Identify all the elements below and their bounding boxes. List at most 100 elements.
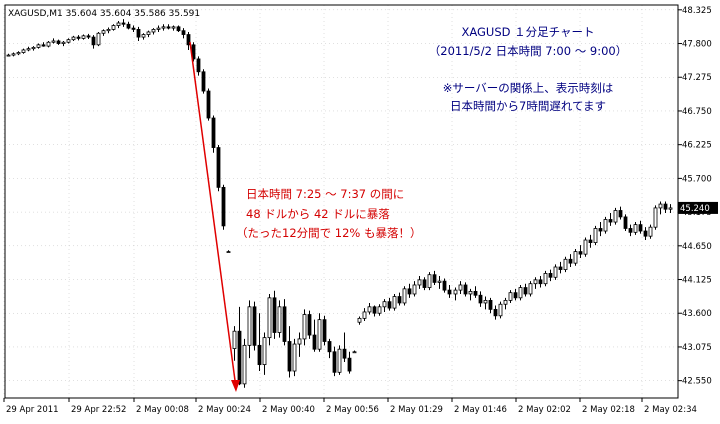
candle-body-down <box>442 280 447 291</box>
candle <box>523 283 528 297</box>
candle-body-down <box>608 219 613 223</box>
candle <box>613 207 618 225</box>
candle-body-up <box>36 44 41 48</box>
candle <box>106 27 111 34</box>
candle <box>397 292 402 306</box>
candle-body-down <box>41 44 46 47</box>
candle <box>593 225 598 246</box>
candle <box>297 332 302 357</box>
candle <box>121 19 126 27</box>
candle-body-down <box>347 357 352 372</box>
candle <box>387 297 392 311</box>
x-tick-label: 2 May 00:56 <box>326 405 379 415</box>
crash-annotation: 48 ドルから 42 ドルに暴落 <box>246 207 390 221</box>
candle <box>498 301 503 319</box>
candle <box>232 326 237 361</box>
x-tick-label: 2 May 02:34 <box>644 405 697 415</box>
candle-body-down <box>307 314 312 336</box>
candle <box>206 88 211 121</box>
candle <box>91 35 96 49</box>
candle <box>302 309 307 346</box>
crash-arrow-line <box>189 41 237 389</box>
candle <box>367 302 372 315</box>
candle-body-up <box>352 351 357 354</box>
x-axis: 29 Apr 2011 29 Apr 22:52 2 May 00:08 2 May … <box>3 398 697 415</box>
candle-body-down <box>322 319 327 342</box>
candle-body-down <box>166 26 171 29</box>
candle-body-down <box>237 330 242 385</box>
candle-body-up <box>528 283 533 295</box>
candle-body-up <box>362 311 367 319</box>
x-tick-label: 2 May 00:08 <box>136 405 189 415</box>
candle-body-down <box>432 274 437 283</box>
candle <box>196 56 201 76</box>
candle <box>422 277 427 291</box>
candle <box>458 281 463 294</box>
candle <box>648 224 653 239</box>
candle <box>563 256 568 273</box>
candle <box>6 53 11 57</box>
candle <box>668 204 673 214</box>
candle-body-up <box>161 26 166 29</box>
candle-body-up <box>437 280 442 283</box>
candle <box>538 275 543 288</box>
candle <box>623 214 628 232</box>
candle <box>86 33 91 40</box>
y-tick-label: 43.600 <box>682 309 712 319</box>
candle <box>372 305 377 317</box>
candle-body-up <box>543 273 548 285</box>
candle-body-up <box>151 29 156 33</box>
candle <box>111 24 116 31</box>
candle-body-up <box>116 22 121 26</box>
candle <box>61 40 66 47</box>
candle <box>126 21 131 30</box>
candle-body-up <box>292 343 297 372</box>
candle-body-up <box>468 291 473 295</box>
candle-body-up <box>458 284 463 291</box>
candle-body-up <box>427 274 432 288</box>
candle-body-up <box>267 297 272 339</box>
candle-body-down <box>513 292 518 299</box>
candle <box>347 351 352 374</box>
candle <box>237 306 242 386</box>
candle <box>558 261 563 274</box>
candle <box>131 25 136 32</box>
candle-body-down <box>131 27 136 30</box>
candle <box>548 269 553 282</box>
candle-body-up <box>156 27 161 30</box>
candle <box>583 237 588 257</box>
candle-body-up <box>66 39 71 43</box>
crash-annotation: （たった12分間で 12% も暴落！） <box>236 226 422 240</box>
candle <box>66 38 71 44</box>
candle <box>211 115 216 153</box>
candle <box>337 345 342 375</box>
candle-body-down <box>181 30 186 35</box>
candle-body-down <box>623 216 628 229</box>
candle-body-up <box>21 49 26 53</box>
candle-body-up <box>277 306 282 333</box>
y-tick-label: 48.325 <box>682 6 712 16</box>
candle-body-up <box>242 344 247 385</box>
candle <box>282 299 287 346</box>
y-tick-label: 42.550 <box>682 377 712 387</box>
candle-body-up <box>533 279 538 285</box>
candle <box>488 297 493 314</box>
candle-body-down <box>257 344 262 366</box>
candle <box>603 216 608 234</box>
candle-body-down <box>478 294 483 304</box>
candle <box>292 338 297 377</box>
candle-body-up <box>633 224 638 233</box>
candle <box>136 26 141 41</box>
candle-body-down <box>387 301 392 309</box>
candle-body-down <box>663 203 668 210</box>
candle <box>598 222 603 237</box>
candle <box>503 297 508 310</box>
candle-body-up <box>553 266 558 278</box>
candle-body-down <box>473 291 478 296</box>
candle-body-down <box>493 308 498 317</box>
grid-layer <box>3 5 678 398</box>
candle <box>573 249 578 266</box>
candle <box>16 51 21 56</box>
